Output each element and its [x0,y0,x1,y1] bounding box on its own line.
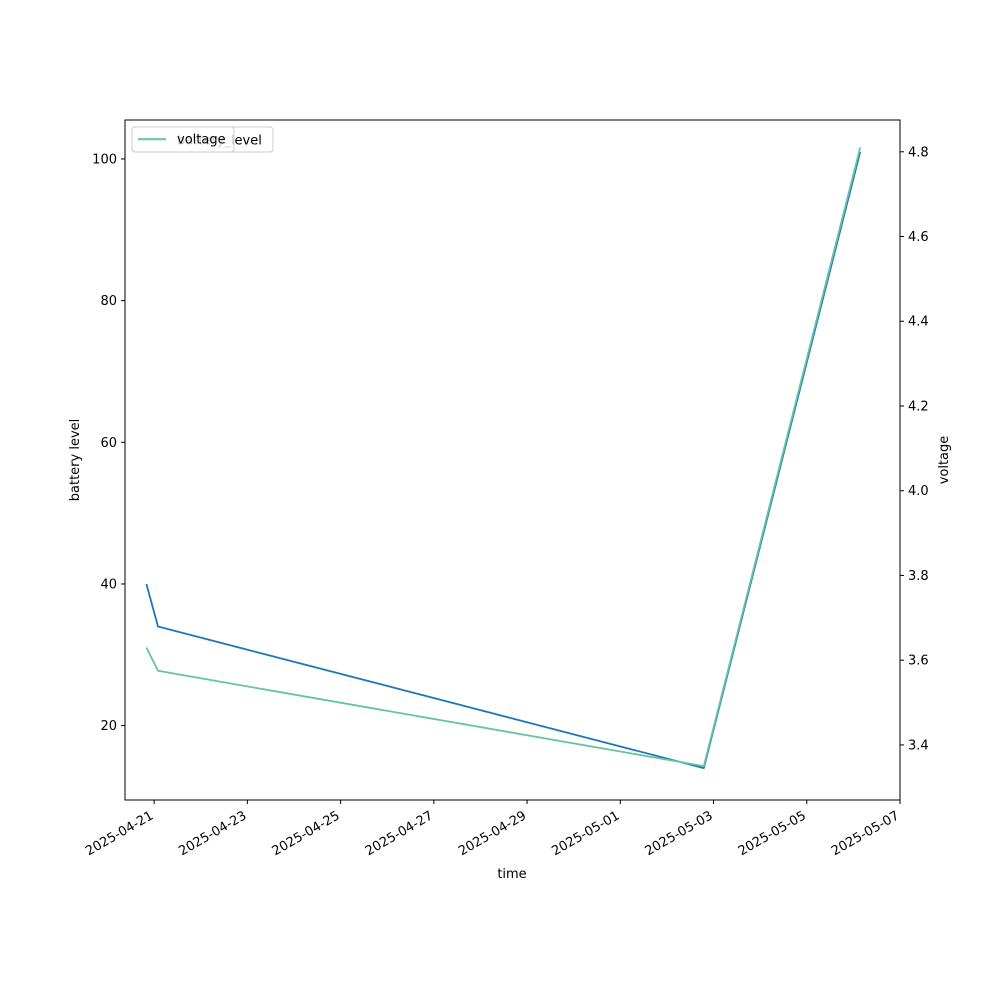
y-left-tick-label: 40 [100,577,117,592]
legend-label-voltage: voltage [177,133,226,148]
y-left-tick-label: 60 [100,436,117,451]
legend-box-right [131,126,235,153]
y-axis-right-label: voltage [937,436,952,485]
axes-frame [124,119,901,801]
y-left-tick-label: 80 [100,294,117,309]
y-right-tick-label: 3.6 [908,654,929,669]
y-axis-left-label: battery level [68,419,83,502]
y-axis-left: 20 40 60 80 100 [92,152,125,734]
y-left-tick-label: 100 [92,152,117,167]
x-axis-label: time [497,867,526,882]
y-right-tick-label: 3.8 [908,569,929,584]
y-right-tick-label: 4.8 [908,145,929,160]
y-right-tick-label: 4.0 [908,484,929,499]
y-left-tick-label: 20 [100,719,117,734]
y-axis-right: 3.4 3.6 3.8 4.0 4.2 4.4 4.6 4.8 [900,145,929,753]
y-right-tick-label: 4.6 [908,230,929,245]
y-right-tick-label: 4.2 [908,399,929,414]
y-right-tick-label: 3.4 [908,738,929,753]
series-line-voltage [145,147,862,767]
plot-area [145,147,862,769]
y-right-tick-label: 4.4 [908,315,929,330]
